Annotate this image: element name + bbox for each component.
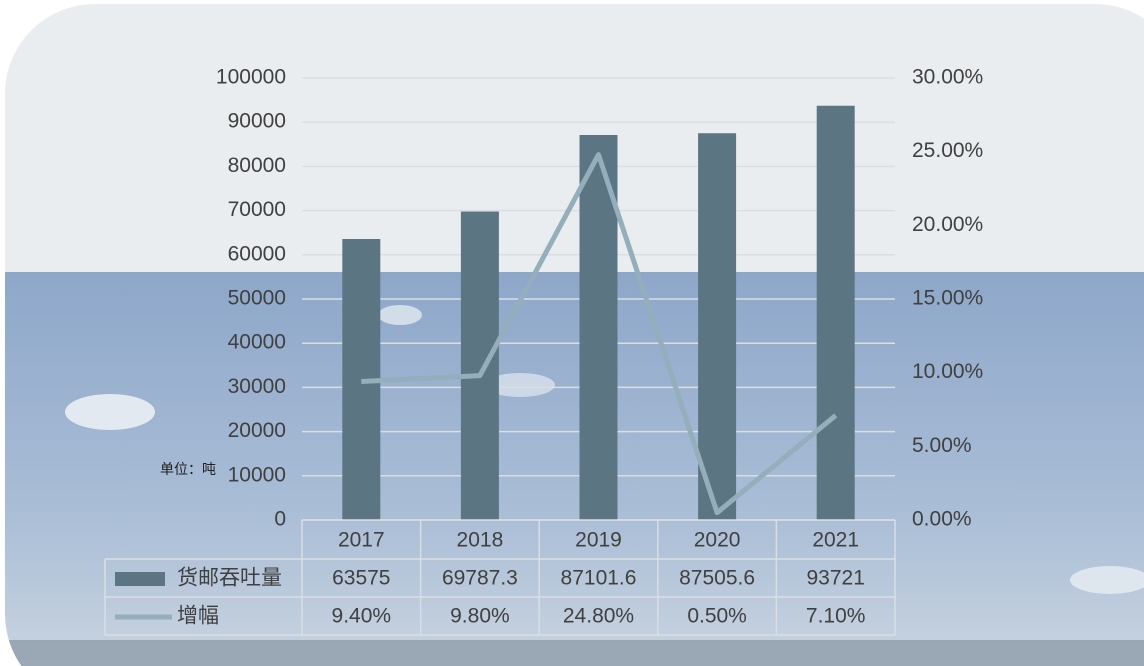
table-value: 87505.6: [679, 567, 755, 590]
y-tick-label: 80000: [228, 154, 286, 177]
unit-annotation: 单位：吨: [160, 462, 216, 478]
table-value: 93721: [806, 567, 864, 590]
page: 单位：吨 0 10000 20000 30000 40000 50000 60000 7000…: [0, 0, 1144, 666]
y-tick-label: 40000: [228, 331, 286, 354]
y2-tick-label: 10.00%: [912, 360, 983, 383]
y-tick-label: 100000: [216, 66, 286, 89]
y2-tick-label: 30.00%: [912, 66, 983, 89]
table-value: 9.80%: [450, 605, 510, 628]
y-tick-label: 30000: [228, 375, 286, 398]
y2-tick-label: 0.00%: [912, 508, 972, 531]
table-value: 69787.3: [442, 567, 518, 590]
x-tick-label: 2019: [575, 529, 622, 552]
legend-swatch: [115, 572, 165, 586]
table-value: 7.10%: [806, 605, 866, 628]
x-tick-label: 2018: [457, 529, 504, 552]
y-tick-label: 90000: [228, 110, 286, 133]
table-value: 87101.6: [561, 567, 637, 590]
table-value: 9.40%: [332, 605, 392, 628]
table-value: 24.80%: [563, 605, 634, 628]
y2-tick-label: 15.00%: [912, 287, 983, 310]
bar: [461, 212, 499, 520]
legend-label: 货邮吞吐量: [177, 567, 282, 590]
y2-tick-label: 25.00%: [912, 139, 983, 162]
y-tick-label: 50000: [228, 287, 286, 310]
x-tick-label: 2021: [812, 529, 859, 552]
x-tick-label: 2017: [338, 529, 385, 552]
y-tick-label: 10000: [228, 463, 286, 486]
x-tick-label: 2020: [694, 529, 741, 552]
y2-tick-label: 20.00%: [912, 213, 983, 236]
table-value: 63575: [332, 567, 390, 590]
chart: 单位：吨 0 10000 20000 30000 40000 50000 60000 7000…: [0, 0, 1144, 666]
y2-tick-label: 5.00%: [912, 434, 972, 457]
table-value: 0.50%: [687, 605, 747, 628]
y-tick-label: 60000: [228, 242, 286, 265]
y-tick-label: 20000: [228, 419, 286, 442]
bar: [698, 133, 736, 520]
legend-label: 增幅: [177, 605, 219, 628]
y-tick-label: 0: [274, 508, 286, 531]
y-tick-label: 70000: [228, 198, 286, 221]
bar: [817, 106, 855, 520]
